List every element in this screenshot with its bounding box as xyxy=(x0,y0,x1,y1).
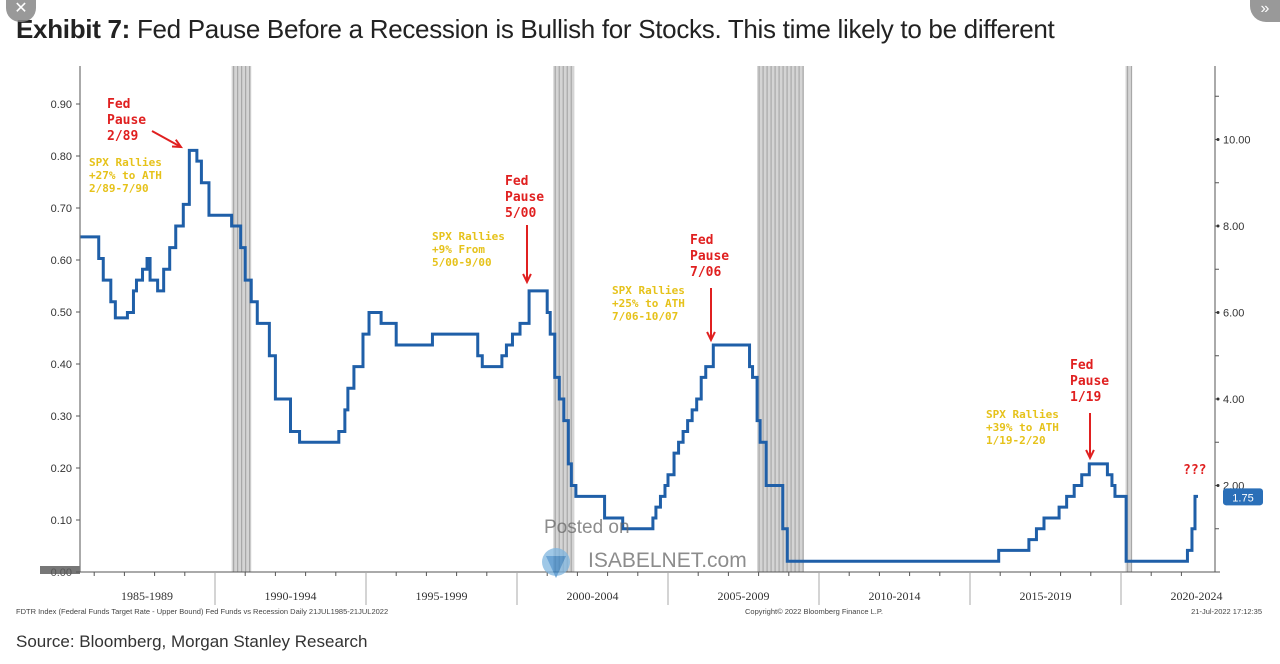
annotation-text: 7/06-10/07 xyxy=(612,310,678,323)
annotation-text: SPX Rallies xyxy=(612,284,685,297)
annotation-text: 2/89-7/90 xyxy=(89,182,149,195)
left-y-tick-label: 0.00 xyxy=(51,567,72,579)
arrow-head-icon xyxy=(171,139,184,149)
footer-left: FDTR Index (Federal Funds Target Rate - … xyxy=(16,607,388,616)
x-tick-label: 2020-2024 xyxy=(1171,589,1223,603)
recession-band-fill xyxy=(1125,66,1132,572)
annotation-arrow xyxy=(151,130,182,148)
left-y-tick-label: 0.20 xyxy=(51,463,72,475)
annotation-text: +27% to ATH xyxy=(89,169,162,182)
annotation-text: Pause xyxy=(690,249,729,264)
left-y-tick-label: 0.40 xyxy=(51,359,72,371)
arrow-head-icon xyxy=(522,273,532,285)
annotation-text: Fed xyxy=(107,97,130,112)
watermark: Posted on ISABELNET.com xyxy=(542,517,747,578)
arrow-head-icon xyxy=(1085,449,1095,461)
annotation-text: Fed xyxy=(505,174,528,189)
annotation-text: Pause xyxy=(1070,374,1109,389)
right-y-tick xyxy=(1216,484,1220,487)
fed-funds-line xyxy=(80,148,1199,563)
x-tick-label: 1995-1999 xyxy=(416,589,468,603)
left-y-tick-label: 0.60 xyxy=(51,255,72,267)
annotation-text: SPX Rallies xyxy=(89,156,162,169)
right-y-tick xyxy=(1216,138,1220,141)
recession-band xyxy=(1125,66,1133,572)
watermark-line2: ISABELNET.com xyxy=(588,549,747,572)
source-note: Source: Bloomberg, Morgan Stanley Resear… xyxy=(16,632,368,651)
footer-copyright: Copyright© 2022 Bloomberg Finance L.P. xyxy=(745,607,883,616)
recession-band-fill xyxy=(757,66,804,572)
footer-timestamp: 21-Jul-2022 17:12:35 xyxy=(1191,607,1262,616)
left-y-tick-label: 0.80 xyxy=(51,151,72,163)
annotation-text: 1/19 xyxy=(1070,390,1101,405)
right-y-tick-label: 4.00 xyxy=(1223,394,1244,406)
annotation-text: 5/00 xyxy=(505,206,536,221)
x-tick-label: 1990-1994 xyxy=(265,589,317,603)
annotation-question: ??? xyxy=(1183,463,1206,478)
recession-band xyxy=(757,66,804,572)
fed-funds-chart: 1985-1989 1990-1994 1995-1999 2000-2004 2005… xyxy=(16,66,1263,616)
chart-title: Exhibit 7: Fed Pause Before a Recession … xyxy=(16,14,1055,45)
next-button[interactable]: » xyxy=(1250,0,1280,22)
x-tick-label: 2000-2004 xyxy=(567,589,619,603)
left-y-tick-label: 0.50 xyxy=(51,307,72,319)
x-tick-label: 2015-2019 xyxy=(1020,589,1072,603)
annotation-text: +39% to ATH xyxy=(986,421,1059,434)
right-y-tick-label: 6.00 xyxy=(1223,308,1244,320)
annotation-text: 2/89 xyxy=(107,129,138,144)
right-y-tick-label: 10.00 xyxy=(1223,135,1251,147)
annotation-text: Fed xyxy=(1070,358,1093,373)
recession-band xyxy=(231,66,252,572)
right-y-tick-label: 8.00 xyxy=(1223,221,1244,233)
watermark-line1: Posted on xyxy=(544,517,630,538)
right-y-tick xyxy=(1216,397,1220,401)
x-tick-label: 2005-2009 xyxy=(718,589,770,603)
recession-band xyxy=(553,66,575,572)
annotation-text: Pause xyxy=(505,190,544,205)
annotation-text: +25% to ATH xyxy=(612,297,685,310)
close-button[interactable]: ✕ xyxy=(6,0,36,22)
arrow-head-icon xyxy=(706,331,716,343)
last-value-label: 1.75 xyxy=(1232,492,1253,504)
annotation-text: SPX Rallies xyxy=(986,408,1059,421)
watermark-logo-shape xyxy=(546,556,566,578)
x-tick-label: 1985-1989 xyxy=(121,589,173,603)
left-axis-zero-badge xyxy=(40,566,80,574)
annotation-text: 1/19-2/20 xyxy=(986,434,1046,447)
left-y-tick-label: 0.30 xyxy=(51,411,72,423)
x-tick-label: 2010-2014 xyxy=(869,589,921,603)
annotation-text: ??? xyxy=(1183,463,1206,478)
last-value-badge xyxy=(1223,488,1263,506)
left-y-tick-label: 0.10 xyxy=(51,515,72,527)
annotation-text: 7/06 xyxy=(690,265,721,280)
annotation-text: Fed xyxy=(690,233,713,248)
annotation-text: 5/00-9/00 xyxy=(432,256,492,269)
right-y-tick xyxy=(1216,311,1220,314)
annotation-text: SPX Rallies xyxy=(432,230,505,243)
right-y-tick xyxy=(1216,224,1220,228)
left-y-tick-label: 0.90 xyxy=(51,99,72,111)
title-text: Fed Pause Before a Recession is Bullish … xyxy=(130,14,1055,44)
annotation-text: +9% From xyxy=(432,243,485,256)
annotation-text: Pause xyxy=(107,113,146,128)
exhibit-number: Exhibit 7: xyxy=(16,14,131,44)
left-y-tick-label: 0.70 xyxy=(51,203,72,215)
